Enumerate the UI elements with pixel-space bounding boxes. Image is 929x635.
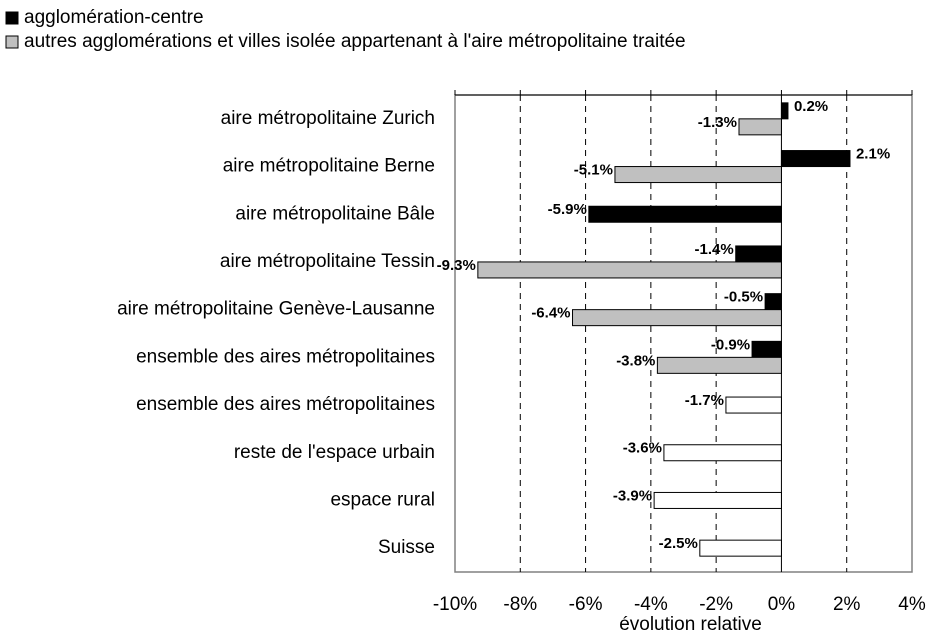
- y-tick-label: aire métropolitaine Zurich: [221, 108, 435, 129]
- bar: [751, 340, 782, 358]
- y-tick-label: aire métropolitaine Genève-Lausanne: [117, 299, 435, 320]
- bar: [588, 205, 782, 223]
- data-label: 0.2%: [794, 98, 828, 115]
- bar: [725, 396, 782, 414]
- data-label: -1.4%: [695, 241, 734, 258]
- x-tick-label: -2%: [699, 594, 733, 615]
- bar: [699, 539, 782, 557]
- y-tick-label: espace rural: [330, 489, 435, 510]
- x-tick-label: 4%: [898, 594, 926, 615]
- bar: [735, 245, 782, 263]
- data-label: -5.9%: [548, 201, 587, 218]
- x-tick-label: -8%: [503, 594, 537, 615]
- data-label: -0.9%: [711, 336, 750, 353]
- y-tick-label: aire métropolitaine Berne: [223, 156, 435, 177]
- y-tick-label: aire métropolitaine Bâle: [235, 203, 435, 224]
- data-label: -2.5%: [659, 535, 698, 552]
- x-tick-label: -6%: [569, 594, 603, 615]
- y-tick-label: reste de l'espace urbain: [234, 442, 435, 463]
- legend-label: autres agglomérations et villes isolée a…: [24, 31, 686, 52]
- legend-label: agglomération-centre: [24, 7, 204, 28]
- legend-swatch: [5, 11, 19, 25]
- bar: [780, 102, 789, 120]
- data-label: -5.1%: [574, 162, 613, 179]
- data-label: -3.8%: [616, 352, 655, 369]
- legend-swatch: [5, 35, 19, 49]
- bar: [738, 118, 782, 136]
- data-label: -9.3%: [437, 257, 476, 274]
- x-tick-label: -10%: [433, 594, 477, 615]
- bar: [614, 166, 782, 184]
- x-tick-label: -4%: [634, 594, 668, 615]
- data-label: -6.4%: [531, 305, 570, 322]
- x-tick-label: 2%: [833, 594, 861, 615]
- data-label: -3.6%: [623, 440, 662, 457]
- y-tick-label: aire métropolitaine Tessin: [220, 251, 435, 272]
- data-label: -0.5%: [724, 289, 763, 306]
- bar: [764, 293, 782, 311]
- bar: [663, 444, 782, 462]
- data-label: -1.7%: [685, 392, 724, 409]
- y-tick-label: ensemble des aires métropolitaines: [136, 346, 435, 367]
- bar: [653, 491, 782, 509]
- y-tick-label: ensemble des aires métropolitaines: [136, 394, 435, 415]
- data-label: 2.1%: [856, 146, 890, 163]
- data-label: -3.9%: [613, 487, 652, 504]
- x-axis-label: évolution relative: [619, 614, 762, 635]
- bar: [572, 309, 782, 327]
- bar: [656, 356, 782, 374]
- y-tick-label: Suisse: [378, 537, 435, 558]
- x-tick-label: 0%: [768, 594, 796, 615]
- bar: [780, 150, 851, 168]
- bar: [477, 261, 782, 279]
- data-label: -1.3%: [698, 114, 737, 131]
